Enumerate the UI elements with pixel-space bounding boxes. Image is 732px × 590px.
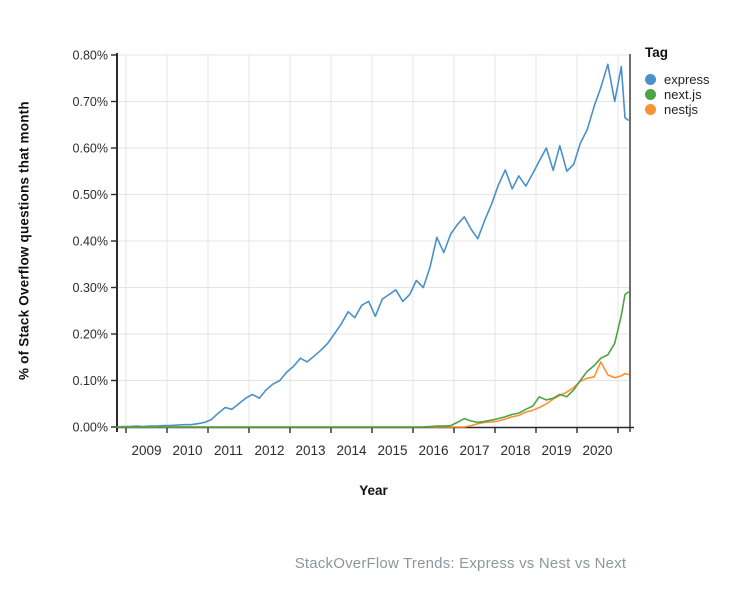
y-tick-label: 0.50%: [73, 188, 108, 202]
x-tick-label: 2012: [254, 443, 284, 458]
x-tick-label: 2013: [295, 443, 325, 458]
legend-item-nestjs: nestjs: [645, 102, 710, 117]
y-tick-label: 0.10%: [73, 374, 108, 388]
y-axis-title: % of Stack Overflow questions that month: [16, 101, 32, 381]
y-tick-label: 0.80%: [73, 49, 108, 63]
x-tick-label: 2014: [336, 443, 367, 458]
chart-caption: StackOverFlow Trends: Express vs Nest vs…: [294, 555, 627, 572]
y-tick-label: 0.20%: [73, 328, 108, 342]
legend-title: Tag: [645, 45, 668, 60]
x-tick-label: 2020: [582, 443, 612, 458]
nextjs-series-swatch: [645, 89, 656, 100]
x-axis-title: Year: [359, 483, 388, 498]
legend-label-express: express: [664, 72, 710, 87]
x-tick-label: 2011: [214, 443, 243, 458]
x-tick-label: 2019: [541, 443, 571, 458]
legend-label-nextjs: next.js: [664, 87, 702, 102]
legend-item-nextjs: next.js: [645, 87, 710, 102]
x-tick-label: 2010: [172, 443, 202, 458]
x-tick-label: 2015: [377, 443, 407, 458]
x-tick-label: 2009: [131, 443, 161, 458]
x-tick-label: 2018: [500, 443, 530, 458]
nestjs-line: [116, 361, 630, 428]
legend-item-express: express: [645, 72, 710, 87]
y-tick-label: 0.40%: [73, 235, 108, 249]
express-series-swatch: [645, 74, 656, 85]
nextjs-line: [116, 291, 630, 428]
plot-area: 2009 2010 2011 2012 2013 2014 2015 2016 2017 2018…: [73, 49, 634, 458]
x-tick-label: 2017: [459, 443, 489, 458]
y-tick-label: 0.30%: [73, 281, 108, 295]
x-tick-label: 2016: [418, 443, 448, 458]
nestjs-series-swatch: [645, 104, 656, 115]
express-line: [116, 63, 630, 428]
y-tick-label: 0.00%: [73, 421, 108, 435]
legend-label-nestjs: nestjs: [664, 102, 698, 117]
y-tick-label: 0.70%: [73, 95, 108, 109]
y-tick-label: 0.60%: [73, 142, 108, 156]
legend: Tag express next.js nestjs: [645, 45, 710, 117]
